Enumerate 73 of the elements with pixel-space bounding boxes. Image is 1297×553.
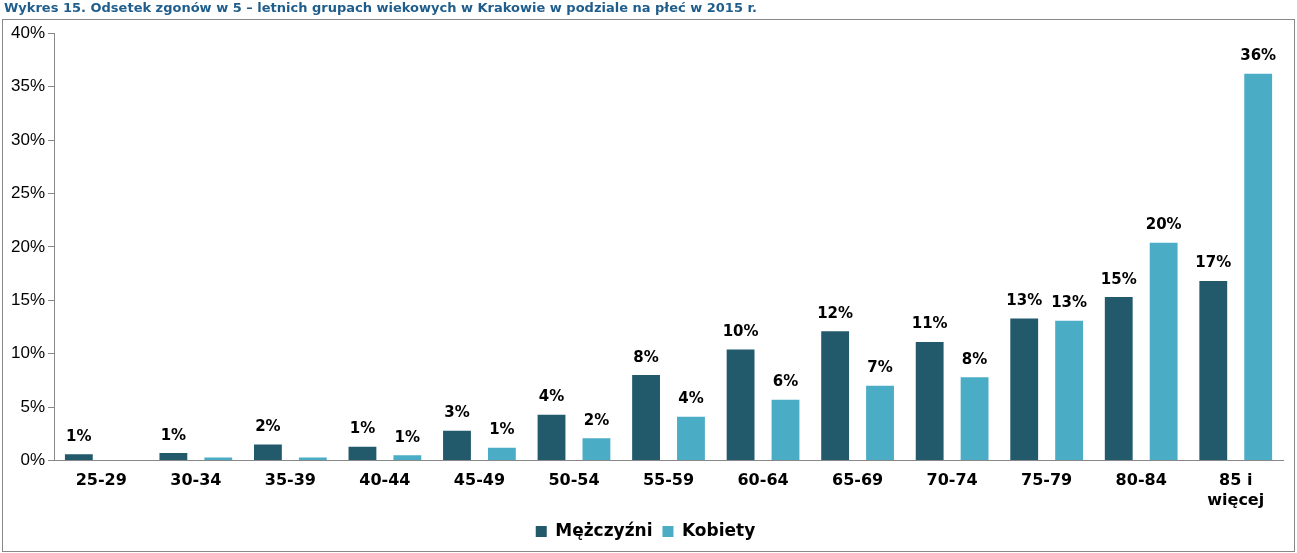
- x-tick-label: 50-54: [548, 470, 600, 490]
- bar: [487, 447, 516, 461]
- y-tick-label: 35%: [10, 76, 46, 96]
- y-tick-label: 0%: [20, 450, 46, 470]
- bar: [726, 349, 755, 461]
- data-label: 20%: [1145, 215, 1182, 234]
- data-label: 1%: [489, 420, 515, 439]
- y-tick-label: 30%: [10, 129, 46, 149]
- bar: [443, 430, 471, 461]
- bar: [866, 385, 894, 461]
- data-label: 13%: [1051, 293, 1088, 312]
- data-label: 3%: [444, 403, 470, 422]
- y-tick-label: 15%: [10, 290, 46, 310]
- data-label: 1%: [349, 419, 376, 438]
- legend-label: Kobiety: [681, 519, 756, 540]
- bar: [821, 331, 850, 461]
- data-label: 15%: [1100, 269, 1137, 288]
- bar: [632, 375, 660, 461]
- x-tick-label: 55-59: [642, 470, 695, 490]
- data-label: 11%: [911, 314, 948, 333]
- data-label: 12%: [817, 303, 854, 322]
- data-label: 17%: [1195, 253, 1232, 272]
- legend-label: Mężczyźni: [555, 519, 653, 540]
- x-tick-label: 75-79: [1021, 470, 1073, 490]
- data-label: 8%: [633, 347, 659, 366]
- data-label: 8%: [961, 349, 988, 368]
- bar: [64, 454, 93, 461]
- bar: [1010, 318, 1039, 461]
- x-tick-label: 35-39: [264, 470, 316, 490]
- x-tick-label: 70-74: [926, 470, 978, 490]
- data-label: 1%: [394, 427, 421, 446]
- x-tick-label: 65-69: [832, 470, 884, 490]
- bar: [1244, 73, 1273, 461]
- x-tick-label: 30-34: [170, 470, 222, 490]
- data-label: 1%: [66, 426, 92, 445]
- bar: [677, 416, 705, 461]
- data-label: 36%: [1240, 46, 1277, 65]
- data-label: 1%: [160, 425, 187, 444]
- x-tick-label: 80-84: [1115, 470, 1167, 490]
- bar: [960, 377, 989, 461]
- bar: [204, 457, 233, 461]
- y-tick-label: 10%: [10, 343, 46, 363]
- data-label: 10%: [722, 321, 759, 340]
- x-tick-label: 60-64: [737, 470, 789, 490]
- x-tick-label: 40-44: [359, 470, 411, 490]
- bar: [1199, 281, 1228, 461]
- y-tick-label: 40%: [10, 22, 46, 42]
- y-tick-label: 25%: [10, 183, 46, 203]
- data-label: 4%: [538, 387, 565, 406]
- bar: [771, 399, 800, 461]
- bar: [537, 414, 566, 461]
- data-label: 2%: [583, 410, 610, 429]
- bar: [393, 455, 422, 461]
- x-tick-label: 45-49: [453, 470, 506, 490]
- data-label: 4%: [678, 389, 704, 408]
- x-tick-label: 25-29: [75, 470, 127, 490]
- bar: [915, 342, 944, 461]
- bar: [1149, 242, 1178, 461]
- chart-title: Wykres 15. Odsetek zgonów w 5 – letnich grupach wiekowych w Krakowie w podziale na płeć w 2015 r.: [4, 0, 757, 15]
- x-tick-label: 85 i więcej: [1207, 470, 1265, 509]
- bar: [159, 453, 188, 461]
- data-label: 6%: [772, 372, 799, 391]
- bar: [1055, 320, 1084, 461]
- data-label: 7%: [867, 358, 893, 377]
- bar: [253, 444, 282, 461]
- y-tick-label: 20%: [10, 236, 46, 256]
- bar: [298, 457, 327, 461]
- bar: [348, 446, 377, 461]
- bar: [582, 438, 611, 461]
- bar: [1104, 297, 1133, 461]
- data-label: 2%: [255, 416, 281, 435]
- y-tick-label: 5%: [20, 396, 46, 416]
- data-label: 13%: [1006, 290, 1043, 309]
